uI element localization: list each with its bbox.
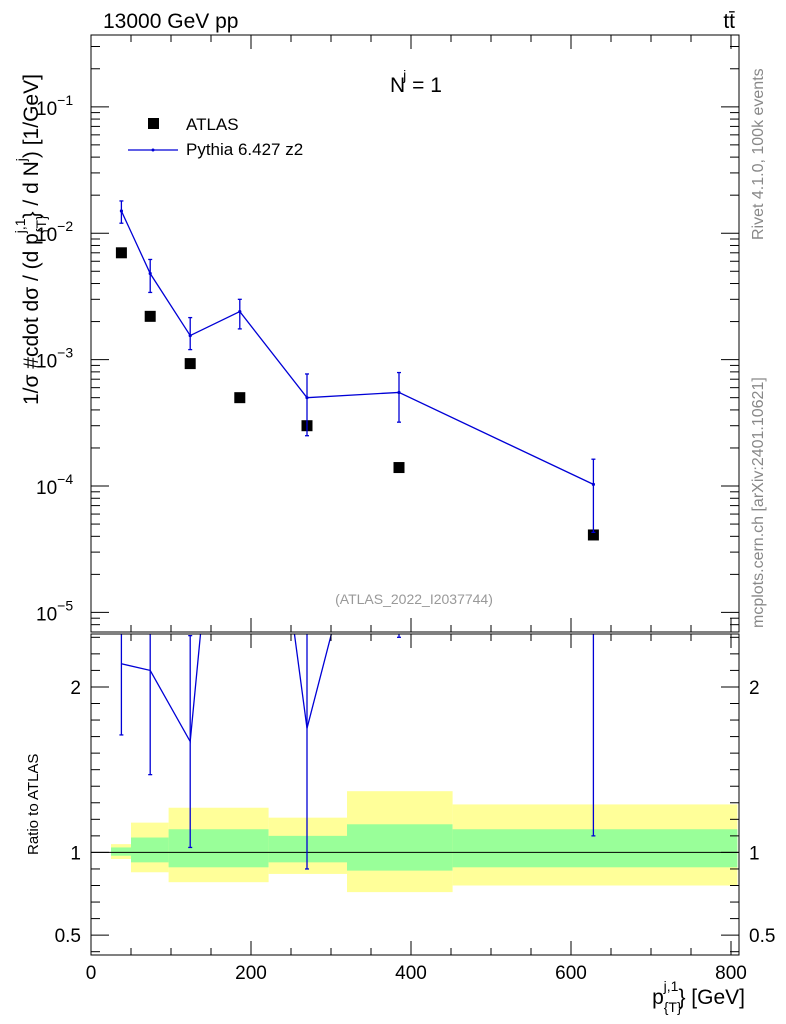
atlas-data-point [115,247,127,259]
legend-pythia-label: Pythia 6.427 z2 [186,140,303,159]
pythia-data-point [397,390,401,395]
process-label: tt̄ [723,10,735,33]
x-axis-label: p{T}j,1} [GeV] [652,978,745,1015]
ratio-panel: 0.5 0.5 1 1 2 2 0 200 400 600 800 Ratio to ATLAS p… [25,633,775,1015]
legend-atlas-label: ATLAS [186,115,239,134]
pythia-data-point [148,271,152,276]
legend-atlas-marker [148,118,159,129]
ratio-band-green [347,824,453,871]
pythia-data-point [305,396,309,400]
main-y-tick-label: 10−5 [36,597,73,625]
main-y-tick-label: 10−1 [36,92,73,120]
x-tick-label: 600 [555,963,587,984]
pythia-data-point [188,333,192,338]
legend: ATLAS Pythia 6.427 z2 [128,115,303,159]
ratio-y-tick-label-right: 1 [749,843,760,864]
energy-label: 13000 GeV pp [103,10,238,33]
x-tick-label: 0 [86,963,97,984]
ratio-band-green [111,847,131,856]
main-y-tick-label: 10−2 [36,218,73,246]
main-y-axis-label: 1/σ #cdot dσ / (d p{T}j,1} / d Nj) [1/Ge… [12,74,49,405]
ratio-y-tick-label-right: 2 [749,678,760,699]
x-tick-label: 200 [235,963,267,984]
main-panel: 10−1 10−2 10−3 10−4 10−5 Nj = 1 (ATLAS_2022_… [12,34,740,633]
main-title: Nj = 1 [390,67,442,97]
atlas-data-point [184,358,196,370]
analysis-label: (ATLAS_2022_I2037744) [335,591,493,607]
ratio-y-tick-label: 1 [70,843,81,864]
pythia-data-point [119,209,123,213]
x-tick-label: 800 [715,963,747,984]
atlas-data-point [393,462,405,474]
main-y-tick-label: 10−4 [36,471,73,499]
source-label: mcplots.cern.ch [arXiv:2401.10621] [750,377,767,628]
x-tick-label: 400 [395,963,427,984]
main-y-tick-label: 10−3 [36,345,73,373]
ratio-frame [90,633,740,956]
ratio-band-green [268,835,347,863]
ratio-line [121,634,333,744]
ratio-y-tick-label: 2 [70,678,81,699]
rivet-label: Rivet 4.1.0, 100k events [750,68,767,240]
ratio-band-green [452,829,738,868]
ratio-y-tick-label-right: 0.5 [749,926,775,947]
legend-pythia-marker [151,148,155,152]
pythia-line [120,210,594,485]
pythia-data-point [591,482,596,486]
ratio-band-green [131,837,169,863]
ratio-y-tick-label: 0.5 [55,926,81,947]
atlas-data-point [587,529,599,541]
ratio-band-green [168,829,269,868]
atlas-data-point [234,392,246,404]
main-frame [90,34,740,633]
ratio-y-axis-label: Ratio to ATLAS [25,754,42,855]
atlas-data-point [144,310,156,322]
pythia-data-point [238,309,242,314]
